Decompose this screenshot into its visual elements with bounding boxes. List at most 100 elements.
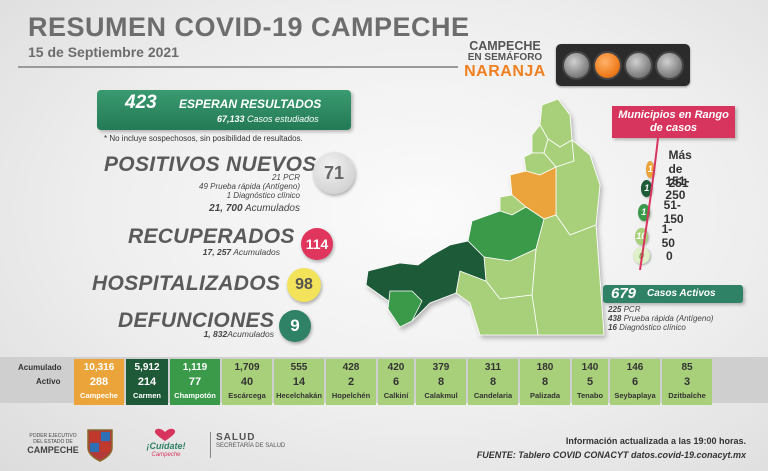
casos-activos-number: 679 — [611, 285, 637, 302]
heart-icon — [154, 428, 176, 441]
cell-acumulado: 555 — [290, 362, 308, 373]
source-url: datos.covid-19.conacyt.mx — [630, 449, 746, 460]
cell-activo: 8 — [541, 376, 549, 388]
report-date: 15 de Septiembre 2021 — [28, 44, 179, 60]
activos-pcr-label: PCR — [623, 305, 641, 314]
cell-acumulado: 140 — [581, 362, 599, 373]
traffic-light — [556, 44, 690, 86]
legend-item: 1 Más de 251 — [646, 148, 700, 190]
casos-activos-label: Casos Activos — [647, 288, 716, 299]
column-municipio-name: Dzitbalche — [668, 391, 706, 400]
esperan-footnote: * No incluye sospechosos, sin posibilida… — [104, 134, 303, 143]
gobierno-line1: PODER EJECUTIVO — [29, 433, 77, 439]
column-municipio-name: Escárcega — [228, 391, 266, 400]
source-label: FUENTE: — [476, 449, 516, 460]
cell-acumulado: 311 — [484, 362, 502, 373]
cell-acumulado: 1,709 — [234, 362, 260, 373]
semaforo-line2: EN SEMÁFORO — [467, 52, 543, 64]
update-info: Información actualizada a las 19:00 hora… — [477, 435, 746, 462]
esperan-resultados-banner: 423 ESPERAN RESULTADOS 67,133 Casos estu… — [97, 90, 351, 130]
cell-activo: 5 — [586, 376, 594, 388]
municipios-legend-title: Municipios en Rango de casos — [612, 106, 735, 138]
activos-diag-number: 16 — [608, 323, 617, 333]
cell-acumulado: 1,119 — [182, 362, 208, 373]
cuidate-text: ¡Cuídate! — [146, 441, 186, 451]
gobierno-line2: DEL ESTADO DE — [33, 439, 73, 445]
row-label-acumulado: Acumulado — [18, 363, 62, 372]
table-column: 146 6 — [610, 359, 660, 405]
casos-estudiados: 67,133 Casos estudiados — [217, 114, 319, 124]
column-municipio-name: Carmen — [126, 389, 168, 401]
positivos-value-circle: 71 — [313, 152, 355, 194]
cell-acumulado: 10,316 — [83, 362, 115, 373]
cell-activo: 40 — [240, 376, 254, 388]
activos-prueba: 438 Prueba rápida (Antígeno) — [608, 314, 713, 323]
page-title: RESUMEN COVID-19 CAMPECHE — [28, 12, 470, 42]
legend-item: 1 51-150 — [638, 198, 689, 226]
activos-diagnostico: 16 Diagnóstico clínico — [608, 323, 713, 332]
column-municipio-name: Hecelchakán — [276, 391, 322, 400]
column-municipio-name: Campeche — [74, 389, 124, 401]
salud-title: SALUD — [216, 432, 256, 443]
cell-acumulado: 428 — [342, 362, 360, 373]
semaforo-line1: CAMPECHE — [469, 39, 541, 53]
cell-acumulado: 420 — [387, 362, 405, 373]
defunciones-acum-label: Acumulados — [227, 329, 274, 339]
cell-activo: 6 — [392, 376, 400, 388]
gobierno-line3: CAMPECHE — [27, 445, 79, 455]
positivos-breakdown: 21 PCR 49 Prueba rápida (Antígeno) 1 Dia… — [160, 173, 300, 200]
cuidate-sub: Campeche — [151, 452, 181, 458]
municipio-calakmul — [531, 214, 605, 336]
positivos-acumulados: 21, 700 Acumulados — [140, 203, 300, 214]
cell-activo: 8 — [489, 376, 497, 388]
semaforo-label: CAMPECHE EN SEMÁFORO NARANJA — [462, 39, 548, 80]
cell-activo: 3 — [683, 376, 691, 388]
esperan-label: ESPERAN RESULTADOS — [179, 97, 322, 111]
column-municipio-name: Champotón — [170, 389, 220, 401]
cell-activo: 2 — [347, 376, 355, 388]
table-column: 1,709 40 — [222, 359, 272, 405]
table-column: 428 2 — [326, 359, 376, 405]
cell-acumulado: 85 — [681, 362, 693, 373]
defunciones-label: DEFUNCIONES — [118, 309, 275, 332]
recuperados-acum-number: 17, 257 — [202, 247, 232, 257]
cell-acumulado: 5,912 — [134, 362, 160, 373]
cell-acumulado: 146 — [626, 362, 644, 373]
hospitalizados-label: HOSPITALIZADOS — [92, 272, 281, 295]
legend-count: 1 — [646, 160, 655, 178]
hospitalizados-value-circle: 98 — [287, 268, 321, 302]
legend-range: 1-50 — [661, 222, 675, 250]
traffic-light-bulb — [655, 50, 684, 80]
legend-count: 1 — [641, 179, 653, 197]
casos-activos-banner: 679 Casos Activos — [603, 285, 743, 303]
source-name: Tablero COVID CONACYT — [518, 449, 629, 460]
casos-estudiados-label: Casos estudiados — [247, 114, 319, 124]
activos-pcr-number: 225 — [608, 305, 622, 314]
salud-logo: SALUD SECRETARÍA DE SALUD — [216, 432, 316, 449]
legend-connector — [639, 137, 659, 271]
activos-pcr: 225 PCR — [608, 305, 713, 314]
traffic-light-bulb — [624, 50, 653, 80]
table-column: 180 8 — [520, 359, 570, 405]
salud-subtitle: SECRETARÍA DE SALUD — [216, 443, 286, 449]
campeche-coat-of-arms-icon — [87, 429, 113, 462]
column-municipio-name: Hopelchén — [331, 391, 371, 400]
column-municipio-name: Candelaria — [473, 391, 513, 400]
table-column: 420 6 — [378, 359, 414, 405]
recuperados-acum-label: Acumulados — [233, 247, 280, 257]
casos-estudiados-number: 67,133 — [217, 114, 245, 124]
legend-range: 51-150 — [663, 198, 684, 226]
defunciones-acum-number: 1, 832 — [203, 329, 228, 339]
legend-item: 1 151-250 — [641, 174, 695, 202]
table-column: 555 14 — [274, 359, 324, 405]
table-column: 85 3 — [662, 359, 712, 405]
campeche-map — [365, 98, 605, 336]
municipio-palizada — [387, 290, 423, 328]
column-municipio-name: Tenabo — [576, 391, 604, 400]
legend-range: Más de 251 — [668, 148, 692, 190]
title-divider — [18, 66, 458, 68]
positivos-prueba-rapida: 49 Prueba rápida (Antígeno) — [199, 181, 300, 191]
esperan-number: 423 — [125, 92, 157, 113]
cell-activo: 8 — [437, 376, 445, 388]
recuperados-label: RECUPERADOS — [128, 225, 295, 248]
